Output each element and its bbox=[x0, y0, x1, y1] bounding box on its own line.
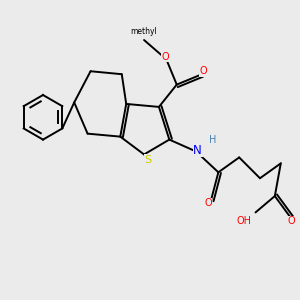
Text: S: S bbox=[144, 155, 151, 165]
Text: OH: OH bbox=[237, 216, 252, 226]
Text: O: O bbox=[200, 66, 207, 76]
Text: H: H bbox=[209, 135, 217, 145]
Text: N: N bbox=[193, 143, 202, 157]
Text: O: O bbox=[161, 52, 169, 62]
Text: methyl: methyl bbox=[131, 28, 158, 37]
Text: O: O bbox=[288, 216, 296, 226]
Text: O: O bbox=[204, 199, 212, 208]
